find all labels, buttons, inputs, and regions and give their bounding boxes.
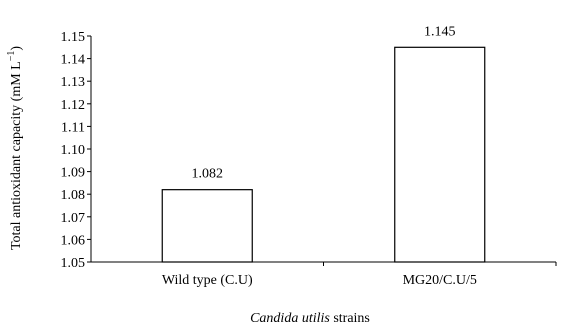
y-axis-title-close: ) <box>9 46 24 51</box>
y-tick-label: 1.09 <box>61 166 86 181</box>
y-axis-title-main: Total antioxidant capacity (mM L <box>9 61 24 250</box>
y-ticks: 1.05 1.06 1.07 1.08 1.09 1.10 1.11 1.12 1.13 1.14… <box>61 30 91 271</box>
data-labels: 1.082 1.145 <box>192 24 456 181</box>
data-label: 1.145 <box>424 24 456 39</box>
y-tick-label: 1.08 <box>61 188 86 203</box>
x-axis-title: Candida utilis strains <box>250 311 370 326</box>
y-tick-label: 1.15 <box>61 30 86 45</box>
bar <box>161 189 253 263</box>
y-tick-label: 1.13 <box>61 75 86 90</box>
y-tick-label: 1.14 <box>61 53 86 68</box>
y-tick-label: 1.05 <box>61 256 86 271</box>
x-ticks: Wild type (C.U) MG20/C.U/5 <box>162 262 557 288</box>
y-tick-label: 1.06 <box>61 233 86 248</box>
y-tick-label: 1.12 <box>61 98 86 113</box>
data-label: 1.082 <box>192 167 224 182</box>
bar <box>394 46 486 263</box>
x-tick-label: MG20/C.U/5 <box>403 273 477 288</box>
x-axis-title-italic: Candida utilis <box>250 311 330 326</box>
y-tick-label: 1.11 <box>61 120 85 135</box>
bars-group <box>161 46 486 263</box>
y-tick-label: 1.07 <box>61 211 86 226</box>
y-axis-title-superscript: −1 <box>6 51 17 62</box>
y-axis-title: Total antioxidant capacity (mM L−1) <box>6 46 24 250</box>
y-tick-label: 1.10 <box>61 143 86 158</box>
x-axis-title-rest: strains <box>330 311 370 326</box>
x-tick-label: Wild type (C.U) <box>162 273 253 288</box>
